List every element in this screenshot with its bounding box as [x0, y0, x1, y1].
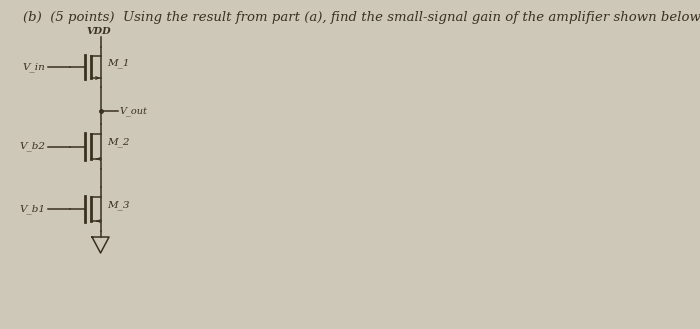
Text: M_1: M_1: [106, 58, 130, 68]
Text: V_out: V_out: [119, 106, 147, 116]
Text: M_2: M_2: [106, 138, 130, 147]
Text: V_b1: V_b1: [20, 204, 46, 214]
Text: V_in: V_in: [23, 62, 46, 72]
Text: V_b2: V_b2: [20, 142, 46, 151]
Text: M_3: M_3: [106, 200, 130, 210]
Text: VDD: VDD: [87, 27, 111, 36]
Text: (b)  (5 points)  Using the result from part (a), find the small-signal gain of t: (b) (5 points) Using the result from par…: [23, 11, 700, 24]
